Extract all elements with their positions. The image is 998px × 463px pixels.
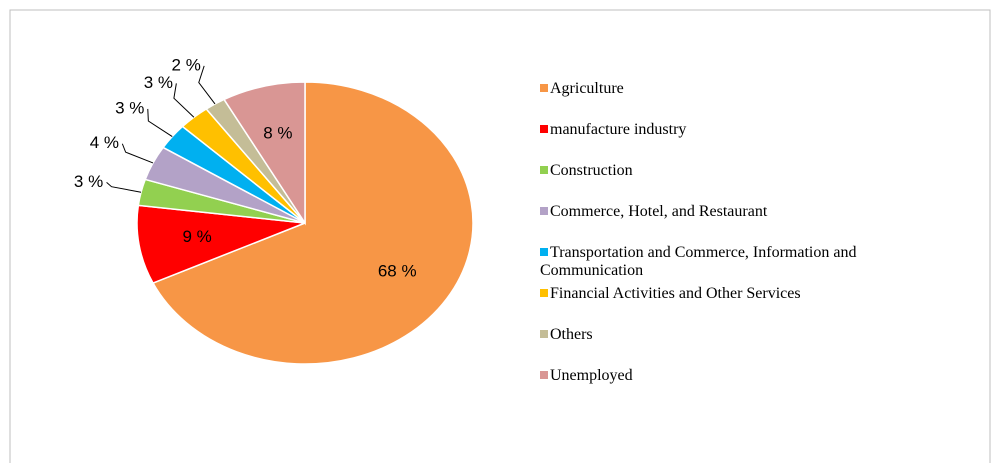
legend-swatch xyxy=(540,166,548,174)
legend-item: Construction xyxy=(540,162,940,180)
legend-label: Transportation and Commerce, Information… xyxy=(540,244,857,279)
legend-item: Transportation and Commerce, Information… xyxy=(540,244,940,280)
legend-swatch xyxy=(540,84,548,92)
pie-slice xyxy=(136,204,306,284)
chart-frame xyxy=(9,9,991,463)
leader-line xyxy=(121,143,154,164)
legend-label: Unemployed xyxy=(550,367,633,384)
legend-item: manufacture industry xyxy=(540,121,940,139)
legend-label: manufacture industry xyxy=(550,121,687,138)
data-label: 4 % xyxy=(90,133,119,152)
legend-label: Construction xyxy=(550,162,633,179)
legend-item: Unemployed xyxy=(540,367,940,385)
data-label: 3 % xyxy=(144,73,173,92)
data-label: 9 % xyxy=(182,227,211,246)
data-label: 3 % xyxy=(74,172,103,191)
legend-swatch xyxy=(540,248,548,256)
legend-swatch xyxy=(540,125,548,133)
legend-swatch xyxy=(540,330,548,338)
data-label: 8 % xyxy=(263,124,292,143)
legend-item: Financial Activities and Other Services xyxy=(540,285,940,303)
legend-swatch xyxy=(540,371,548,379)
leader-line xyxy=(198,65,216,105)
legend-item: Commerce, Hotel, and Restaurant xyxy=(540,203,940,221)
data-label: 3 % xyxy=(115,98,144,117)
legend-label: Financial Activities and Other Services xyxy=(550,285,801,302)
data-label: 2 % xyxy=(172,55,201,74)
legend-swatch xyxy=(540,289,548,297)
pie-slice xyxy=(151,81,474,365)
legend-label: Others xyxy=(550,326,593,343)
pie-slice xyxy=(222,81,306,226)
leader-line xyxy=(147,108,173,137)
legend-label: Commerce, Hotel, and Restaurant xyxy=(550,203,768,220)
data-label: 68 % xyxy=(378,262,417,281)
legend-swatch xyxy=(540,207,548,215)
legend-item: Agriculture xyxy=(540,80,940,98)
legend-label: Agriculture xyxy=(550,80,624,97)
legend-item: Others xyxy=(540,326,940,344)
leader-line xyxy=(173,83,195,118)
leader-line xyxy=(106,182,142,193)
